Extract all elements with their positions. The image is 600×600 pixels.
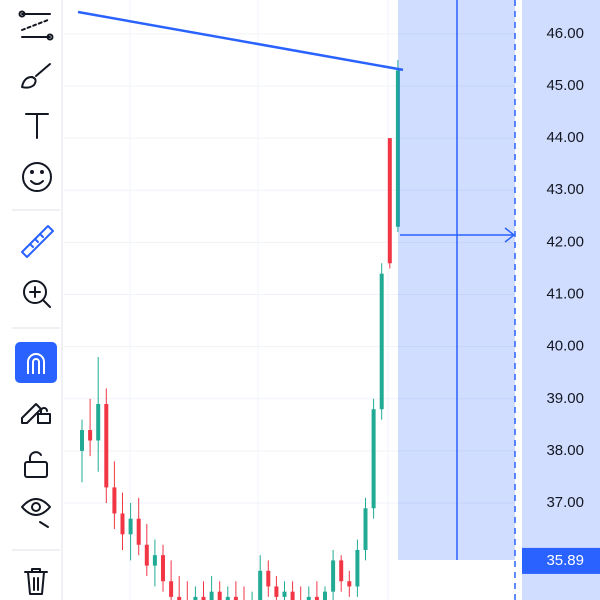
delete-tool[interactable] xyxy=(24,568,48,595)
candle-body xyxy=(193,596,198,600)
emoji-tool[interactable] xyxy=(22,162,52,192)
candle-body xyxy=(395,70,400,227)
candle-body xyxy=(266,570,271,587)
candle-body xyxy=(282,591,287,597)
grid xyxy=(64,0,515,600)
candle-body xyxy=(323,591,327,600)
candle-body xyxy=(331,560,336,592)
y-tick-label: 46.00 xyxy=(546,25,584,42)
candle-body xyxy=(355,549,360,587)
candle-body xyxy=(120,513,125,535)
text-tool[interactable] xyxy=(25,113,49,139)
candle-body xyxy=(387,138,392,264)
magnet-icon xyxy=(27,353,45,374)
y-tick-label: 43.00 xyxy=(546,181,584,198)
candle-body xyxy=(233,596,238,600)
y-tick-label: 42.00 xyxy=(546,233,584,250)
ruler-tool[interactable] xyxy=(21,225,54,258)
price-axis: 46.00 45.00 44.00 43.00 42.00 41.00 40.00 39.00… xyxy=(546,25,584,511)
axis-highlight xyxy=(522,0,600,600)
price-label: 35.89 xyxy=(546,552,584,569)
magnet-selected[interactable] xyxy=(15,342,57,383)
candle-body xyxy=(144,544,149,566)
candle-body xyxy=(209,591,214,600)
overlay: 35.89 xyxy=(77,10,600,574)
candle-body xyxy=(339,560,344,582)
candle-body xyxy=(363,508,368,550)
y-tick-label: 41.00 xyxy=(546,285,584,302)
brush-tool[interactable] xyxy=(21,63,51,89)
candles xyxy=(80,59,400,600)
candle-body xyxy=(290,591,295,600)
candle-body xyxy=(201,596,206,600)
candle-body xyxy=(80,430,84,451)
candle-body xyxy=(371,409,376,509)
y-tick-label: 44.00 xyxy=(546,129,584,146)
candle-body xyxy=(306,596,311,600)
candle-body xyxy=(217,591,222,600)
zoom-tool[interactable] xyxy=(23,280,51,308)
y-tick-label: 37.00 xyxy=(546,494,584,511)
candle-body xyxy=(225,596,230,600)
y-tick-label: 38.00 xyxy=(546,442,584,459)
candle-body xyxy=(274,586,279,597)
candle-body xyxy=(258,570,263,600)
candle-body xyxy=(177,596,182,600)
trend-line xyxy=(77,10,404,72)
unlock-tool[interactable] xyxy=(24,451,48,478)
candle-body xyxy=(379,273,384,410)
candle-body xyxy=(104,403,109,488)
candle-body xyxy=(314,596,319,600)
lock-drawings[interactable] xyxy=(21,403,51,424)
y-tick-label: 40.00 xyxy=(546,338,584,355)
candle-body xyxy=(169,581,174,597)
visibility-tool[interactable] xyxy=(21,498,51,528)
candle-body xyxy=(96,403,101,441)
candle-body xyxy=(128,518,133,535)
candle-body xyxy=(347,581,352,587)
candle-body xyxy=(136,518,141,545)
toolbar xyxy=(12,10,60,595)
arrow-head xyxy=(504,227,516,243)
y-tick-label: 45.00 xyxy=(546,77,584,94)
price-label-box xyxy=(522,547,600,574)
lines-tool[interactable] xyxy=(18,10,54,41)
candle-body xyxy=(161,555,165,582)
candle-body xyxy=(112,487,117,514)
y-tick-label: 39.00 xyxy=(546,390,584,407)
candle-body xyxy=(88,430,93,441)
candle-body xyxy=(152,555,157,566)
